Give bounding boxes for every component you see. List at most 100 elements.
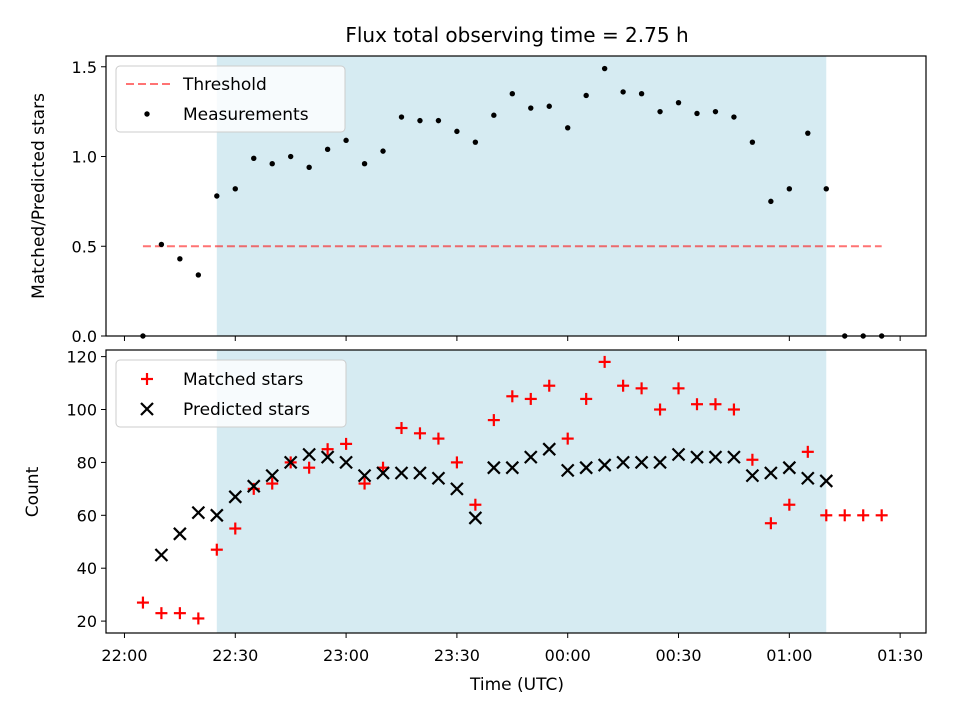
- top-panel: 0.0 0.5 1.0 1.5 Matched/Predicted stars Thr…: [29, 55, 927, 346]
- top-panel-frame: [105, 55, 927, 337]
- measurement-point: [675, 99, 682, 106]
- matched-stars-legend-marker: [141, 373, 153, 385]
- top-y-tick-label: 0.0: [72, 327, 97, 346]
- predicted-star-point: [376, 466, 390, 480]
- bottom-y-tick-label: 20: [77, 612, 97, 631]
- measurement-point: [417, 117, 423, 124]
- measurement-point: [712, 108, 719, 115]
- matched-star-point: [561, 432, 574, 445]
- measurement-point: [287, 153, 294, 160]
- measurement-point: [768, 198, 774, 205]
- bottom-y-ticks: 20 40 60 80 100 120: [66, 348, 106, 631]
- measurement-point: [232, 186, 238, 192]
- predicted-star-point: [579, 460, 593, 475]
- measurement-point: [214, 193, 220, 199]
- bottom-legend: Matched stars Predicted stars: [115, 359, 347, 428]
- matched-star-point: [303, 461, 316, 474]
- bottom-y-axis-label: Count: [23, 466, 43, 517]
- predicted-star-point: [560, 463, 575, 478]
- predicted-star-point: [542, 442, 557, 456]
- matched-star-point: [746, 453, 759, 466]
- predicted-star-point: [431, 471, 446, 486]
- predicted-star-point: [394, 466, 409, 480]
- predicted-star-point: [357, 468, 372, 483]
- predicted-star-point: [265, 468, 279, 483]
- x-tick-label: 22:00: [101, 646, 147, 665]
- matched-star-point: [321, 443, 334, 456]
- matched-star-point: [709, 398, 722, 411]
- measurements-legend-marker: [144, 111, 150, 117]
- measurement-point: [324, 146, 331, 153]
- measurement-point: [731, 114, 737, 120]
- matched-star-point: [506, 390, 519, 403]
- x-tick-label: 22:30: [212, 646, 258, 665]
- predicted-star-point: [339, 455, 353, 470]
- measurement-point: [158, 241, 165, 248]
- predicted-star-point: [690, 450, 704, 464]
- bottom-x-ticks: 22:00 22:30 23:00 23:30 00:00 00:30 01:00 01:30: [101, 633, 923, 665]
- measurement-point: [805, 130, 811, 136]
- measurement-point: [657, 108, 663, 115]
- matched-star-point: [875, 509, 888, 522]
- top-legend: Threshold Measurements: [115, 65, 346, 133]
- predicted-star-point: [302, 447, 316, 462]
- measurement-point: [601, 65, 608, 72]
- measurement-point: [251, 155, 257, 162]
- chart-title: Flux total observing time = 2.75 h: [345, 23, 688, 47]
- measurement-point: [491, 112, 497, 118]
- matched-star-point: [598, 355, 611, 368]
- matched-star-point: [543, 379, 556, 392]
- matched-star-point: [524, 392, 537, 405]
- matched-star-point: [487, 414, 500, 427]
- predicted-stars-points: [154, 442, 834, 562]
- predicted-star-point: [671, 447, 686, 462]
- matched-star-point: [635, 382, 648, 395]
- measurement-point: [195, 272, 202, 278]
- predicted-star-point: [727, 450, 741, 464]
- measurement-point: [269, 160, 275, 167]
- matched-star-point: [136, 596, 149, 609]
- matched-star-point: [192, 612, 205, 625]
- top-legend-box: [115, 65, 346, 133]
- predicted-star-point: [283, 455, 298, 470]
- predicted-star-point: [173, 527, 187, 541]
- top-y-axis-label: Matched/Predicted stars: [29, 93, 49, 299]
- measurement-point: [472, 139, 479, 145]
- bottom-y-tick-label: 40: [77, 559, 97, 578]
- measurement-point: [565, 125, 571, 131]
- bottom-y-tick-label: 100: [66, 401, 97, 420]
- measurement-point: [177, 256, 183, 262]
- bottom-y-tick-label: 60: [77, 506, 97, 525]
- matched-star-point: [266, 477, 279, 490]
- matched-star-point: [672, 382, 685, 395]
- threshold-legend-label: Threshold: [182, 75, 267, 95]
- measurement-point: [398, 114, 405, 120]
- predicted-star-point: [154, 548, 169, 562]
- predicted-star-point: [745, 468, 760, 483]
- predicted-star-point: [450, 482, 464, 496]
- predicted-stars-legend-label: Predicted stars: [183, 400, 310, 420]
- matched-star-point: [432, 432, 445, 445]
- predicted-star-point: [616, 455, 630, 470]
- matched-star-point: [450, 456, 463, 469]
- x-tick-label: 01:00: [766, 646, 812, 665]
- x-tick-label: 00:00: [545, 646, 591, 665]
- bottom-legend-box: [115, 359, 347, 428]
- matched-star-point: [764, 517, 777, 530]
- measurement-points: [140, 65, 885, 339]
- measurement-point: [435, 117, 442, 124]
- predicted-star-point: [708, 450, 723, 464]
- predicted-star-point: [210, 508, 224, 523]
- matched-star-point: [727, 403, 740, 416]
- matched-star-point: [173, 607, 186, 620]
- top-y-tick-label: 1.0: [72, 148, 97, 167]
- measurement-point: [638, 90, 645, 97]
- top-x-ticks: [123, 336, 901, 341]
- matched-star-point: [801, 445, 814, 458]
- bottom-panel: 20 40 60 80 100 120 22:00 22:30 23:00 23:30 00:00…: [23, 348, 927, 695]
- predicted-star-point: [246, 479, 261, 493]
- predicted-star-point: [228, 490, 243, 504]
- measurement-point: [694, 110, 700, 117]
- measurement-point: [583, 92, 589, 99]
